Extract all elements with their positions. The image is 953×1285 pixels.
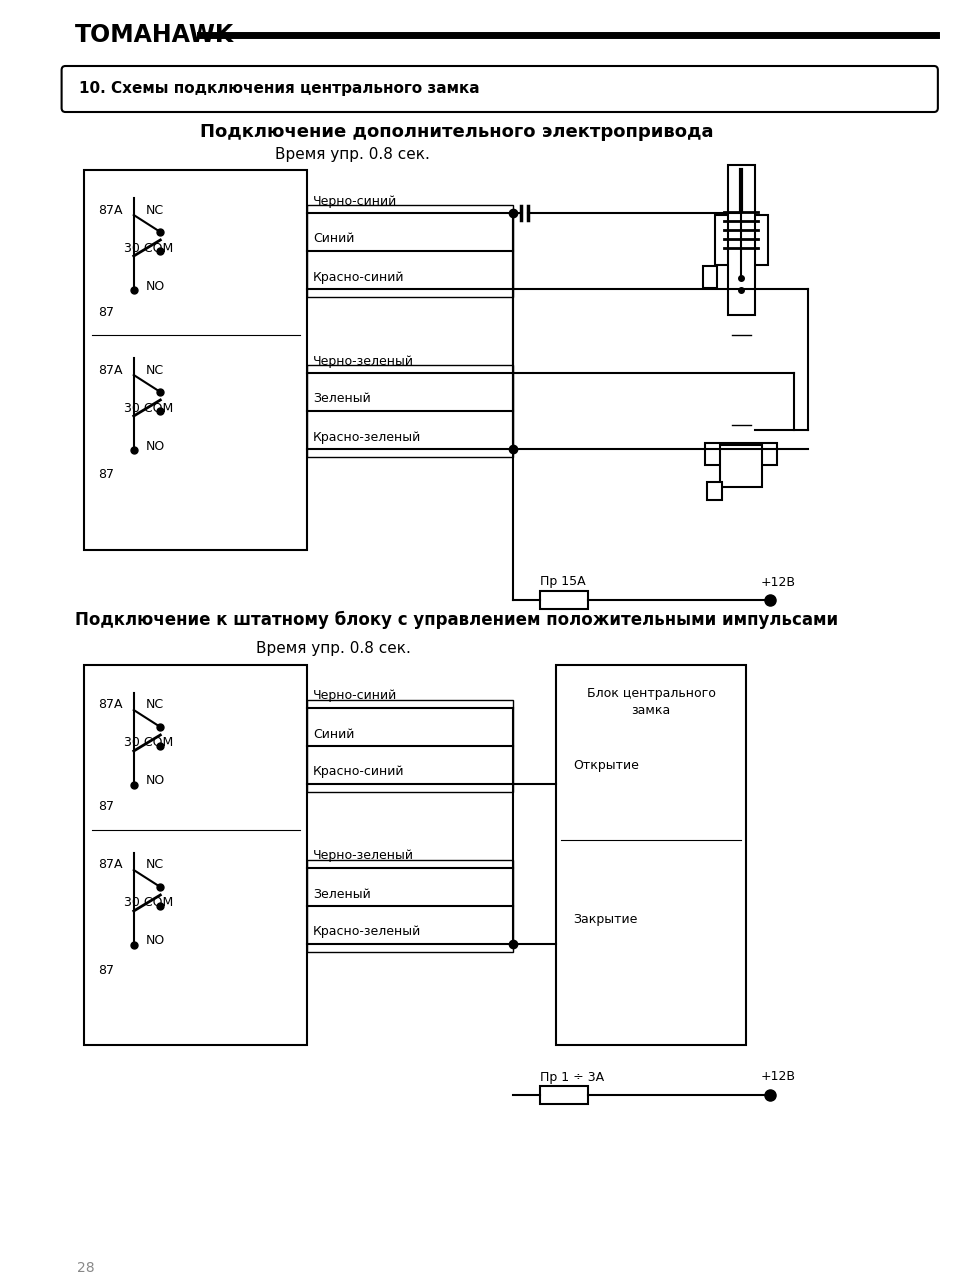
Text: 87A: 87A [97,203,122,216]
Bar [84,170,307,550]
Text: 87: 87 [97,469,113,482]
Text: +12В: +12В [760,1070,795,1083]
Bar [539,1086,587,1104]
Text: Синий: Синий [313,727,355,740]
Text: Черно-зеленый: Черно-зеленый [313,849,414,862]
Text: Время упр. 0.8 сек.: Время упр. 0.8 сек. [274,148,429,162]
Bar [307,365,513,457]
Bar [720,445,761,487]
Bar [307,700,513,792]
Bar [702,266,716,288]
Text: Время упр. 0.8 сек.: Время упр. 0.8 сек. [255,640,410,655]
Text: 10. Схемы подключения центрального замка: 10. Схемы подключения центрального замка [78,81,478,96]
Text: NC: NC [146,858,164,871]
FancyBboxPatch shape [62,66,937,112]
Text: 87: 87 [97,306,113,319]
Text: 87: 87 [97,964,113,977]
Text: Синий: Синий [313,233,355,245]
Text: TOMAHAWK: TOMAHAWK [75,23,233,48]
Text: NC: NC [146,699,164,712]
Bar [556,666,745,1045]
Text: Блок центрального: Блок центрального [586,686,715,699]
Text: 87A: 87A [97,858,122,871]
Bar [307,860,513,952]
Bar [539,591,587,609]
Text: Красно-синий: Красно-синий [313,271,404,284]
Text: 87A: 87A [97,699,122,712]
Text: Подключение дополнительного электропривода: Подключение дополнительного электроприво… [199,123,713,141]
Text: 87A: 87A [97,364,122,377]
Text: NC: NC [146,203,164,216]
Text: NO: NO [146,280,165,293]
Text: 30 COM: 30 COM [124,897,173,910]
Bar [714,215,767,265]
Text: NO: NO [146,934,165,947]
Bar [704,443,777,465]
Text: +12В: +12В [760,576,795,589]
Text: Закрытие: Закрытие [573,914,637,926]
Text: Черно-синий: Черно-синий [313,194,397,207]
Text: Черно-синий: Черно-синий [313,690,397,703]
Text: Пр 1 ÷ 3А: Пр 1 ÷ 3А [539,1070,603,1083]
Bar [706,482,721,500]
Text: Красно-зеленый: Красно-зеленый [313,925,421,938]
Text: Красно-зеленый: Красно-зеленый [313,430,421,443]
Text: Черно-зеленый: Черно-зеленый [313,355,414,368]
Text: 87: 87 [97,801,113,813]
Text: NO: NO [146,775,165,788]
Text: замка: замка [631,704,670,717]
Bar [84,666,307,1045]
Text: 30 COM: 30 COM [124,401,173,415]
Text: 28: 28 [76,1261,94,1275]
Text: Зеленый: Зеленый [313,392,371,406]
Text: Подключение к штатному блоку с управлением положительными импульсами: Подключение к штатному блоку с управлени… [75,610,838,630]
Text: 30 COM: 30 COM [124,736,173,749]
Text: Открытие: Открытие [573,758,639,771]
Text: Зеленый: Зеленый [313,888,371,901]
Text: NC: NC [146,364,164,377]
Text: NO: NO [146,439,165,452]
Bar [727,164,754,315]
Bar [307,206,513,297]
Text: Красно-синий: Красно-синий [313,766,404,779]
Text: Пр 15А: Пр 15А [539,576,585,589]
Text: 30 COM: 30 COM [124,242,173,254]
